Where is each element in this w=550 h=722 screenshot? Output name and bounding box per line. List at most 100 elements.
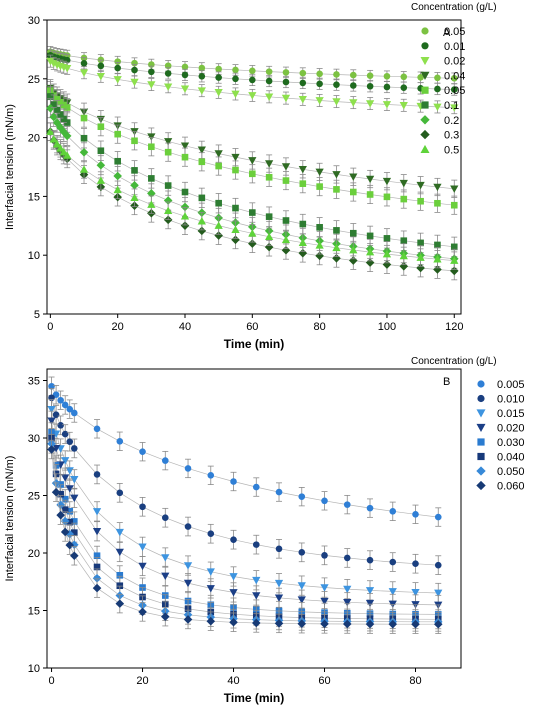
data-point [231, 153, 240, 162]
data-point [198, 64, 206, 72]
data-point [416, 263, 425, 273]
panel-b: 0 20 40 60 80 10 15 20 25 30 35 Time (min) Interfaci… [4, 356, 525, 705]
data-point [333, 227, 340, 234]
data-point [214, 89, 223, 97]
data-point [433, 255, 442, 263]
data-point [252, 483, 260, 491]
legend-marker [476, 409, 486, 418]
series-1 [47, 49, 458, 96]
data-point [116, 489, 124, 497]
x-tick-label: 0 [48, 675, 54, 687]
x-axis-label: Time (min) [224, 691, 284, 705]
data-point [434, 74, 441, 82]
x-tick-label: 100 [378, 321, 396, 333]
data-point [70, 551, 79, 561]
y-tick-label: 30 [28, 15, 40, 27]
data-point [297, 619, 307, 628]
data-point [180, 142, 190, 150]
data-point [214, 231, 223, 240]
data-point [164, 138, 173, 146]
data-point [282, 69, 290, 76]
data-point [366, 504, 374, 512]
data-point [65, 540, 75, 550]
data-point [450, 74, 458, 82]
data-point [383, 235, 391, 242]
data-point [349, 173, 358, 181]
data-point [181, 153, 189, 161]
x-tick-label: 80 [314, 321, 326, 333]
data-point [299, 180, 307, 187]
data-point [366, 82, 374, 90]
data-point [161, 457, 169, 464]
data-point [138, 543, 147, 551]
data-point [249, 209, 256, 216]
data-point [388, 619, 398, 629]
data-point [315, 251, 324, 261]
data-point [181, 71, 189, 79]
data-point [161, 572, 170, 581]
data-point [274, 579, 284, 588]
data-point [383, 193, 391, 201]
data-point [93, 563, 101, 571]
data-point [349, 256, 358, 265]
data-point [184, 465, 192, 472]
data-point [57, 99, 64, 106]
data-point [316, 183, 323, 190]
data-point [80, 134, 88, 142]
fit-line [50, 90, 455, 206]
data-point [93, 471, 101, 478]
data-point [79, 69, 89, 77]
data-point [229, 573, 238, 581]
data-point [333, 71, 340, 78]
data-point [298, 549, 306, 556]
legend-label: 0.05 [444, 85, 465, 97]
data-point [248, 239, 257, 248]
data-point [92, 508, 102, 516]
legend-marker [477, 452, 485, 461]
data-point [382, 249, 392, 258]
data-point [70, 409, 78, 417]
data-point [264, 242, 274, 252]
data-point [450, 243, 458, 251]
y-axis-label: Interfacial tension (mN/m) [4, 456, 16, 582]
data-point [400, 84, 408, 91]
data-point [115, 528, 124, 537]
data-point [52, 140, 62, 148]
legend-title: Concentration (g/L) [411, 356, 497, 367]
y-tick-label: 10 [28, 250, 40, 262]
data-point [416, 253, 425, 261]
data-point [248, 157, 257, 165]
data-point [59, 127, 69, 137]
data-point [382, 101, 392, 109]
x-tick-label: 40 [227, 675, 239, 687]
data-point [57, 111, 64, 118]
data-point [249, 170, 256, 178]
data-point [197, 146, 206, 154]
panel-letter: A [443, 27, 451, 39]
data-point [180, 85, 190, 93]
legend-label: 0.060 [497, 481, 525, 493]
data-point [148, 143, 155, 151]
data-point [131, 66, 138, 74]
data-point [383, 72, 391, 80]
data-point [56, 144, 65, 152]
legend-marker [421, 27, 429, 35]
data-point [65, 485, 74, 493]
data-point [230, 536, 237, 543]
data-point [365, 100, 375, 108]
data-point [62, 131, 72, 141]
x-tick-label: 120 [445, 321, 463, 333]
data-point [50, 101, 58, 108]
data-point [131, 167, 138, 174]
data-point [320, 597, 329, 606]
data-point [231, 225, 240, 233]
data-point [207, 530, 215, 538]
legend-marker [477, 380, 485, 388]
data-point [265, 160, 274, 168]
data-point [46, 57, 55, 66]
legend-title: Concentration (g/L) [411, 2, 497, 13]
series-5 [48, 428, 442, 630]
data-point [197, 226, 207, 236]
panel-letter: B [443, 376, 450, 388]
data-point [231, 235, 240, 245]
